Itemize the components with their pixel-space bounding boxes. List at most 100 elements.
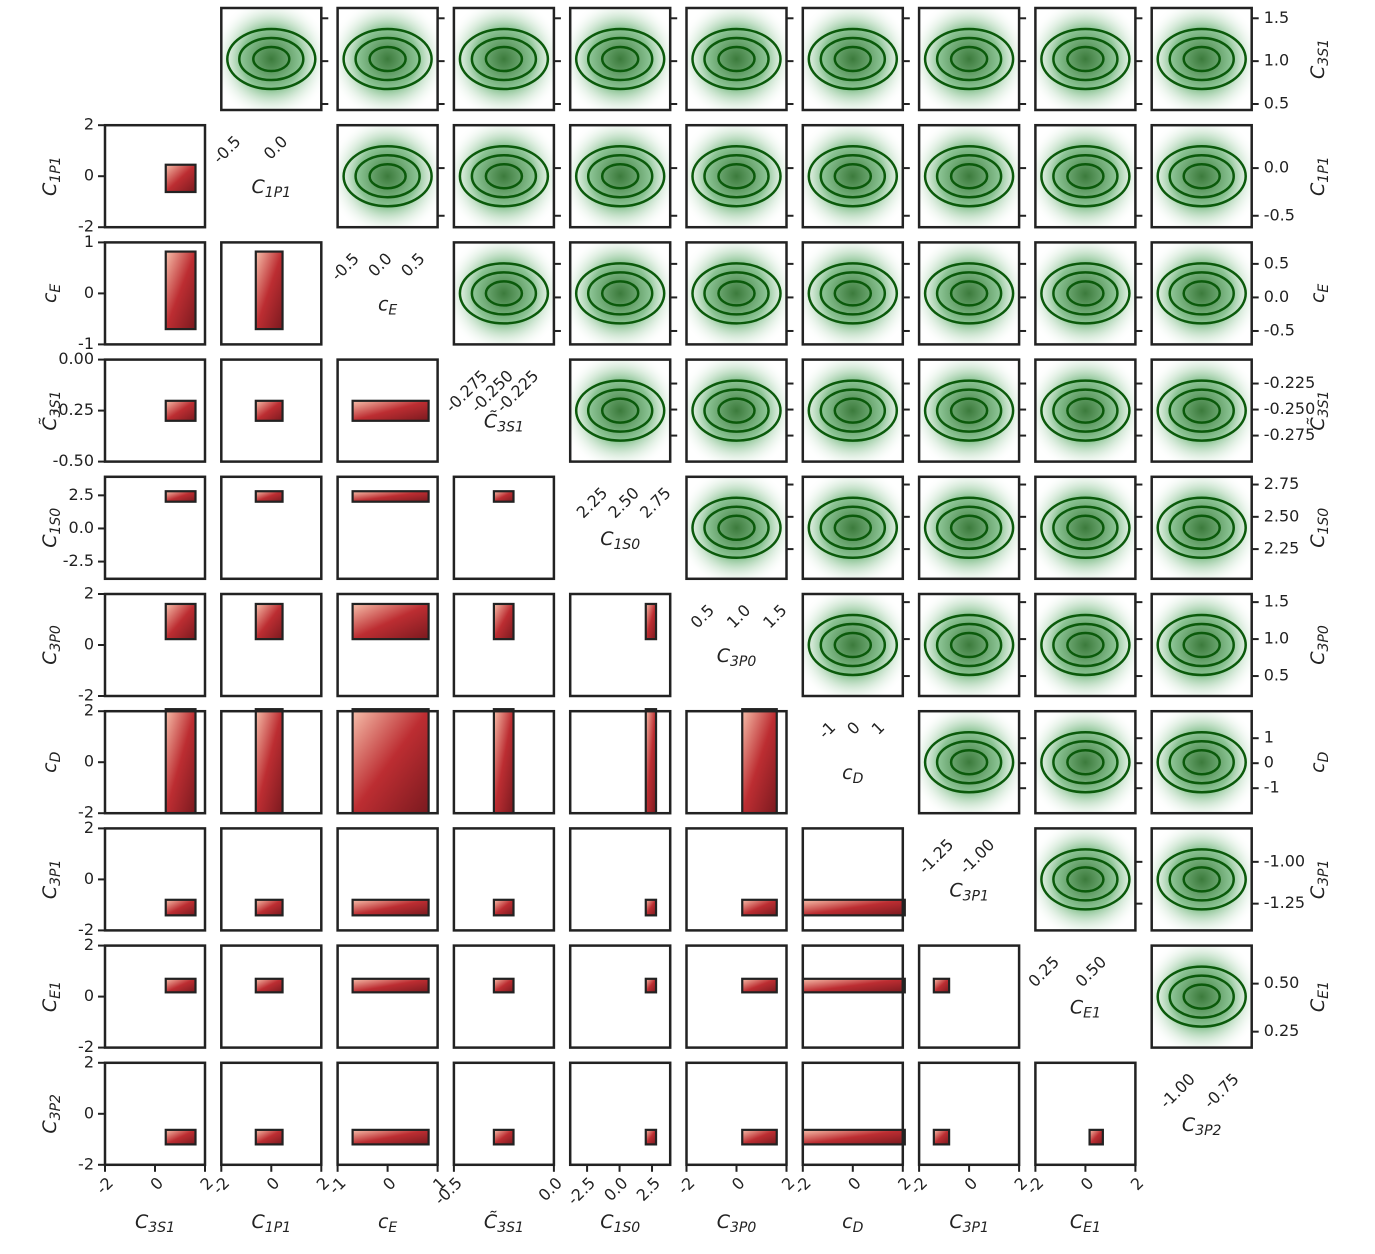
density [352,709,429,814]
y-tick-label: -0.50 [53,451,94,470]
y-tick-label: 1.5 [1264,8,1289,27]
posterior-box [164,1128,197,1146]
y-tick-label: 0 [84,635,94,654]
panel-frame [1150,475,1253,581]
density [255,899,283,916]
contour [458,262,550,325]
density [570,359,671,462]
panel-frame [568,592,672,698]
contour [819,622,887,668]
axis-label: CE1 [1070,1211,1101,1237]
contour [354,36,421,82]
posterior-box [492,898,515,917]
x-tick-label: -1.25 [915,835,958,878]
y-tick-label: 0.50 [1264,973,1300,992]
axis-label: cE [1307,284,1333,303]
axis-label-symbol: C [39,885,61,899]
contour [600,45,640,73]
x-tick-label: 0.5 [687,601,718,632]
density [1151,828,1252,931]
x-tick-label: 0.0 [364,249,395,280]
y-tick-label: -0.275 [1264,425,1316,444]
contour [1182,748,1221,776]
y-tick-label: -0.5 [1264,320,1295,339]
density [1151,359,1252,462]
panel-frame [1034,123,1137,229]
contour [1066,748,1105,776]
density [221,8,322,110]
contour [1040,144,1131,208]
density [686,359,787,462]
contour [949,748,989,776]
panel-frame [568,241,672,346]
axis-label: CE1 [1070,996,1101,1022]
panel-frame [801,592,905,698]
axis-label-symbol: c [1307,762,1329,773]
density [645,978,657,993]
x-tick-label: -2 [1023,1173,1048,1198]
contour [238,36,305,82]
axis-label-symbol: C [1307,65,1329,79]
contour [691,496,782,560]
posterior-box [164,250,197,331]
panel-frame [220,475,323,581]
posterior-box [492,1128,515,1146]
panel-frame [1150,123,1253,229]
density [919,476,1020,579]
axis-label-symbol: C [949,1211,963,1233]
y-tick-label: -0.5 [1264,205,1295,224]
contour [1040,613,1131,677]
panel-frame [568,709,672,815]
y-tick-label: 2 [84,818,94,837]
contour [1040,27,1131,91]
density [337,8,438,110]
axis-label-subscript: 3P1 [48,860,64,886]
panel-frame [452,709,556,815]
y-tick-label: -2 [78,920,94,939]
contour [717,162,756,190]
contour [949,162,989,190]
axis-label: cD [39,751,65,772]
panel-frame [452,6,556,112]
contour [586,153,654,199]
panel-frame [568,827,672,932]
y-tick-label: 1.0 [1264,629,1289,648]
contour [1156,730,1247,794]
contour [1066,397,1105,424]
axis-label-subscript: 3S1 [48,391,64,418]
x-tick-label: -2 [906,1173,931,1198]
density [919,242,1020,345]
panel-frame [336,6,439,112]
x-tick-label: 2.25 [573,483,612,522]
axis-label: cD [1307,751,1333,772]
axis-label-symbol: C [949,879,963,901]
axis-label-subscript: 3P1 [963,1220,989,1236]
density [255,1129,283,1145]
axis-label-symbol: C [135,1211,149,1233]
density [165,164,196,193]
x-tick-label: 2 [1127,1173,1148,1194]
x-tick-label: -2 [209,1173,234,1198]
axis-label-symbol: C [717,645,731,667]
panel-frame [917,475,1021,581]
posterior-box [254,898,284,917]
contour [807,613,899,677]
axis-label-symbol: c [378,293,389,315]
y-tick-label: 2 [84,701,94,720]
axis-label-symbol: C [1070,1211,1084,1233]
axis-label-symbol: c [39,292,61,303]
panel-frame [685,475,788,581]
density [352,899,429,916]
y-tick-label: 0.00 [58,349,94,368]
x-tick-label: 0 [843,718,864,739]
posterior-box [1088,1128,1104,1146]
y-tick-label: 0.25 [1264,1021,1300,1040]
density [802,1129,905,1145]
density [255,491,283,502]
y-tick-label: -0.250 [1264,399,1316,418]
contour [226,27,317,91]
contour [819,153,887,199]
density [1035,476,1136,579]
contour [600,397,640,424]
contour [807,379,899,442]
